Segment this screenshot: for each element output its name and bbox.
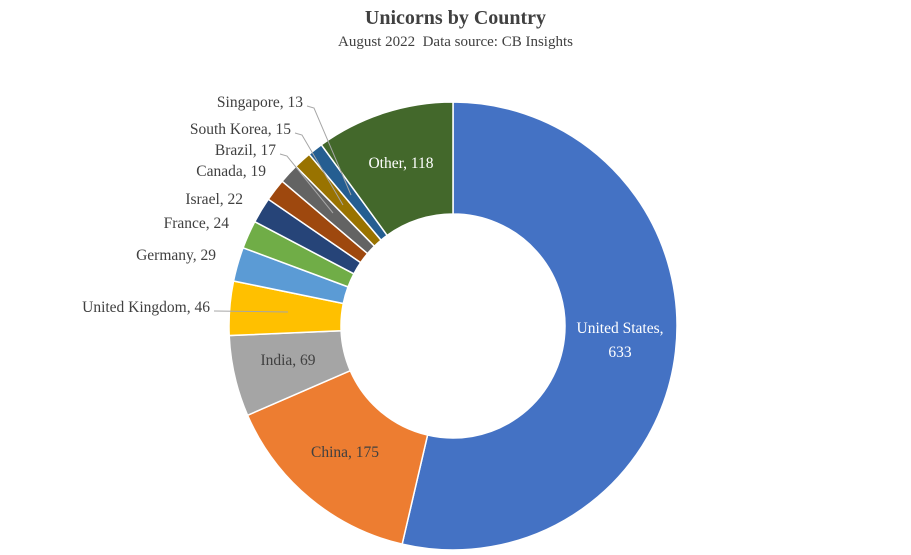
label-south-korea: South Korea, 15: [190, 121, 291, 138]
slice-labels: United States, 633 China, 175 India, 69 Unit…: [82, 94, 663, 461]
chart-title: Unicorns by Country: [364, 7, 547, 29]
label-france: France, 24: [164, 215, 230, 232]
leader-line-united-kingdom: [213, 310, 289, 313]
label-canada: Canada, 19: [196, 163, 266, 180]
label-germany: Germany, 29: [136, 247, 216, 264]
label-china: China, 175: [311, 444, 379, 461]
label-israel: Israel, 22: [185, 191, 243, 208]
leader-line-south-korea: [294, 132, 344, 206]
chart-subtitle: August 2022 Data source: CB Insights: [338, 34, 573, 50]
label-united-kingdom: United Kingdom, 46: [82, 299, 210, 316]
slice-china: [246, 369, 429, 546]
leader-line-singapore: [306, 105, 352, 196]
leader-lines: [213, 105, 352, 313]
label-india: India, 69: [260, 352, 315, 369]
label-singapore: Singapore, 13: [217, 94, 303, 111]
leader-line-brazil: [279, 153, 334, 214]
label-brazil: Brazil, 17: [215, 142, 276, 159]
slice-united-states: [401, 101, 678, 551]
label-united-states: United States, 633: [577, 320, 664, 361]
label-other: Other, 118: [368, 155, 433, 172]
donut-slices: [228, 101, 678, 551]
slice-other: [320, 101, 454, 237]
